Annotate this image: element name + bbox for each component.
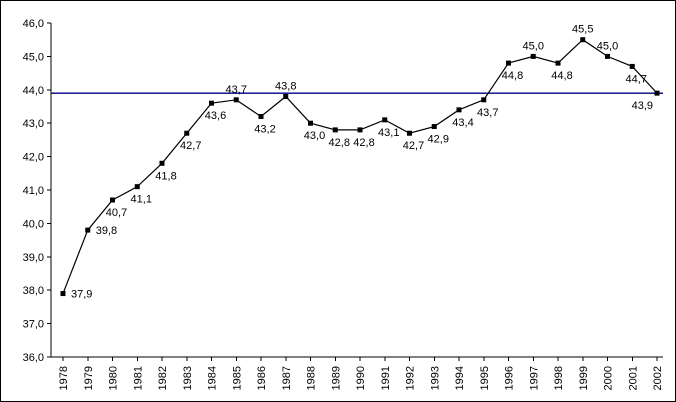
y-axis-label: 42,0: [23, 152, 44, 164]
data-point-label: 44,7: [626, 73, 647, 85]
data-point: [184, 130, 190, 136]
x-axis-label: 1998: [553, 366, 565, 390]
y-axis-label: 37,0: [23, 319, 44, 331]
x-axis-label: 1995: [479, 366, 491, 390]
data-point-label: 42,7: [403, 140, 424, 152]
x-axis-label: 1986: [256, 366, 268, 390]
x-axis-label: 1979: [83, 366, 95, 390]
y-axis-label: 46,0: [23, 18, 44, 30]
x-axis-label: 1997: [528, 366, 540, 390]
data-point: [530, 53, 536, 59]
data-point-label: 43,8: [275, 80, 296, 92]
x-axis-label: 1982: [157, 366, 169, 390]
data-point: [60, 291, 66, 297]
data-point-label: 45,5: [572, 24, 593, 36]
data-point: [283, 93, 289, 99]
data-point: [407, 130, 412, 136]
x-axis-label: 1999: [578, 366, 590, 390]
data-point: [159, 160, 165, 166]
x-axis-label: 2000: [603, 366, 615, 390]
data-point: [506, 60, 511, 66]
x-axis-label: 1991: [380, 366, 392, 390]
data-point-label: 43,7: [477, 107, 498, 119]
data-point-label: 44,8: [551, 70, 572, 82]
data-point: [209, 100, 214, 106]
y-axis-label: 44,0: [23, 85, 44, 97]
data-point: [481, 97, 487, 103]
data-point-label: 42,7: [180, 140, 201, 152]
data-point-label: 40,7: [106, 207, 127, 219]
y-axis-label: 36,0: [23, 352, 44, 364]
x-axis-label: 1989: [330, 366, 342, 390]
x-axis-label: 1993: [429, 366, 441, 390]
x-axis-label: 1983: [182, 366, 194, 390]
data-point: [258, 114, 264, 120]
data-point: [605, 53, 610, 59]
x-axis-label: 1981: [132, 366, 144, 390]
data-point-label: 43,1: [378, 127, 399, 139]
data-point-label: 43,7: [226, 84, 247, 96]
x-axis-label: 1994: [454, 366, 466, 390]
data-point: [629, 63, 635, 69]
data-point: [382, 117, 388, 123]
data-point: [110, 197, 115, 203]
x-axis-label: 1992: [405, 366, 417, 390]
x-axis-label: 1980: [108, 366, 120, 390]
x-axis-label: 1990: [355, 366, 367, 390]
x-axis-label: 2002: [652, 366, 664, 390]
data-point-label: 41,1: [131, 194, 152, 206]
data-point: [134, 184, 140, 190]
data-point: [308, 120, 313, 126]
y-axis-label: 41,0: [23, 185, 44, 197]
y-axis-label: 38,0: [23, 285, 44, 297]
data-point-label: 43,6: [205, 110, 226, 122]
x-axis-label: 1985: [231, 366, 243, 390]
x-axis-label: 1996: [504, 366, 516, 390]
data-point: [85, 227, 91, 233]
x-axis-label: 1987: [281, 366, 293, 390]
data-point: [357, 127, 363, 133]
data-point-label: 43,4: [452, 117, 473, 129]
data-point-label: 45,0: [597, 40, 618, 52]
y-axis-label: 39,0: [23, 252, 44, 264]
data-point-label: 41,8: [155, 170, 176, 182]
data-point: [654, 90, 660, 96]
data-point-label: 45,0: [523, 40, 544, 52]
data-point-label: 43,2: [254, 124, 275, 136]
data-point: [555, 60, 561, 66]
data-point-label: 42,9: [428, 134, 449, 146]
y-axis-label: 43,0: [23, 118, 44, 130]
data-point-label: 43,0: [304, 130, 325, 142]
data-point-label: 42,8: [353, 137, 374, 149]
x-axis-label: 1988: [306, 366, 318, 390]
data-point: [431, 124, 437, 130]
x-axis-label: 1978: [58, 366, 70, 390]
data-point: [233, 97, 239, 103]
y-axis-label: 45,0: [23, 51, 44, 63]
data-point: [456, 107, 462, 113]
data-point: [332, 127, 338, 133]
data-point-label: 37,9: [71, 289, 92, 301]
data-point-label: 44,8: [502, 70, 523, 82]
data-point-label: 39,8: [96, 225, 117, 237]
data-point: [580, 37, 586, 43]
x-axis-label: 1984: [207, 366, 219, 390]
data-point-label: 43,9: [632, 100, 653, 112]
data-point-label: 42,8: [329, 137, 350, 149]
x-axis-label: 2001: [627, 366, 639, 390]
y-axis-label: 40,0: [23, 218, 44, 230]
